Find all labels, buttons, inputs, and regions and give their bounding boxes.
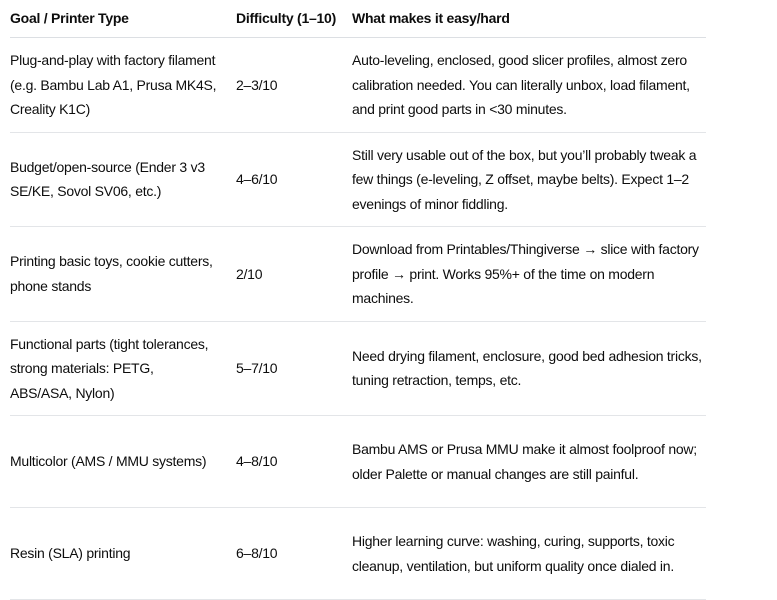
- goal-cell: Plug-and-play with factory filament (e.g…: [10, 37, 236, 133]
- notes-cell: Need drying filament, enclosure, good be…: [352, 321, 706, 416]
- notes-cell: Download from Printables/Thingiverse → s…: [352, 226, 706, 322]
- header-goal: Goal / Printer Type: [10, 0, 236, 38]
- header-difficulty: Difficulty (1–10): [236, 0, 352, 38]
- table-row: Resin (SLA) printing 6–8/10 Higher learn…: [10, 507, 706, 600]
- notes-cell: Higher learning curve: washing, curing, …: [352, 507, 706, 600]
- table-row: Plug-and-play with factory filament (e.g…: [10, 37, 706, 133]
- goal-cell: Resin (SLA) printing: [10, 507, 236, 600]
- difficulty-cell: 5–7/10: [236, 321, 352, 416]
- difficulty-cell: 4–8/10: [236, 415, 352, 508]
- goal-cell: Functional parts (tight tolerances, stro…: [10, 321, 236, 416]
- goal-cell: Printing basic toys, cookie cutters, pho…: [10, 226, 236, 322]
- notes-cell: Auto-leveling, enclosed, good slicer pro…: [352, 37, 706, 133]
- goal-cell: Multicolor (AMS / MMU systems): [10, 415, 236, 508]
- table-header-row: Goal / Printer Type Difficulty (1–10) Wh…: [10, 0, 706, 38]
- table-row: Functional parts (tight tolerances, stro…: [10, 321, 706, 416]
- difficulty-cell: 6–8/10: [236, 507, 352, 600]
- table-row: Multicolor (AMS / MMU systems) 4–8/10 Ba…: [10, 415, 706, 508]
- difficulty-cell: 2/10: [236, 226, 352, 322]
- difficulty-cell: 4–6/10: [236, 132, 352, 227]
- difficulty-cell: 2–3/10: [236, 37, 352, 133]
- header-notes: What makes it easy/hard: [352, 0, 706, 38]
- table-row: Printing basic toys, cookie cutters, pho…: [10, 226, 706, 322]
- notes-cell: Bambu AMS or Prusa MMU make it almost fo…: [352, 415, 706, 508]
- difficulty-table: Goal / Printer Type Difficulty (1–10) Wh…: [10, 0, 706, 600]
- table-row: Budget/open-source (Ender 3 v3 SE/KE, So…: [10, 132, 706, 227]
- goal-cell: Budget/open-source (Ender 3 v3 SE/KE, So…: [10, 132, 236, 227]
- notes-cell: Still very usable out of the box, but yo…: [352, 132, 706, 227]
